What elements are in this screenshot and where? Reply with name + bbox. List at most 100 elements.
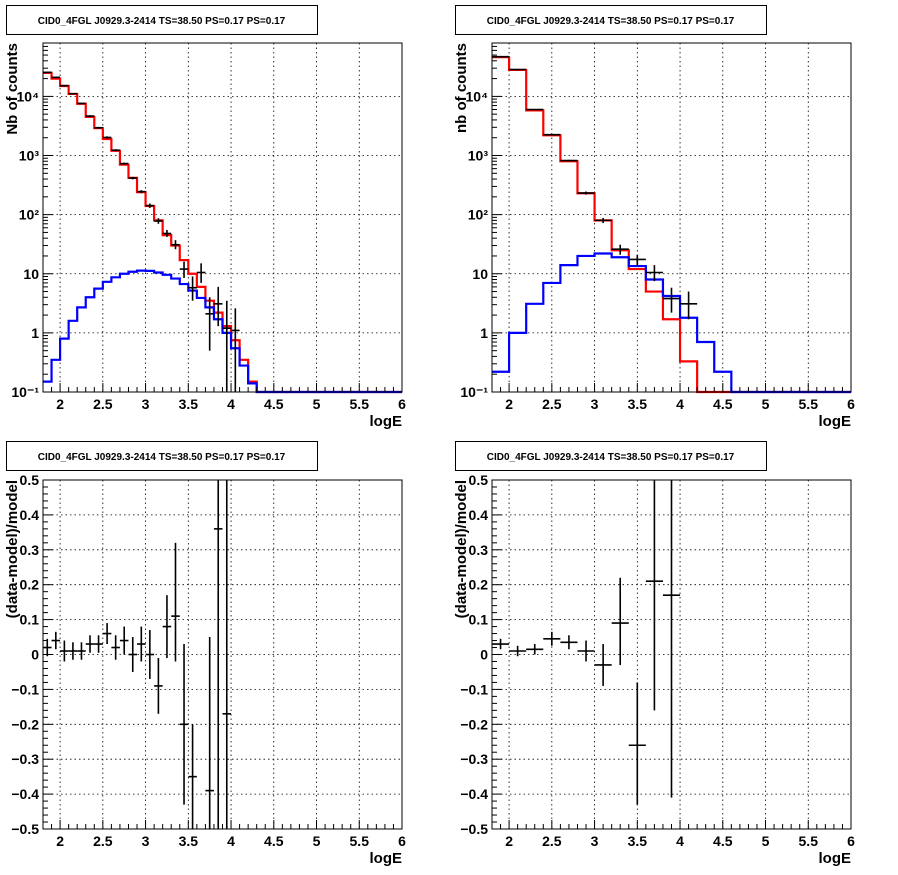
- x-tick-label: 2: [56, 833, 64, 849]
- x-tick-label: 4: [227, 396, 235, 412]
- chart-title-box: [6, 5, 318, 35]
- data-point: [162, 229, 172, 237]
- y-tick-label: 0.5: [20, 472, 40, 488]
- x-tick-label: 2.5: [542, 396, 562, 412]
- data-point: [526, 644, 544, 655]
- y-tick-label: −0.3: [11, 751, 39, 767]
- data-point: [128, 637, 138, 672]
- data-point: [128, 176, 138, 180]
- plot-frame: [491, 42, 852, 393]
- data-point: [680, 291, 698, 320]
- y-tick-label: 0.4: [20, 507, 40, 523]
- x-tick-label: 6: [847, 396, 855, 412]
- y-axis-label: Nb of counts: [4, 43, 21, 135]
- y-tick-label: 0.3: [20, 542, 40, 558]
- histogram-series-2: [43, 269, 402, 394]
- y-tick-label: 0.4: [469, 507, 489, 523]
- x-tick-label: 3.5: [179, 396, 199, 412]
- data-point: [196, 263, 206, 283]
- data-point: [509, 645, 527, 657]
- data-point: [231, 308, 240, 392]
- data-point: [594, 217, 612, 224]
- data-point: [154, 218, 163, 224]
- x-tick-label: 5: [313, 396, 321, 412]
- x-tick-label: 4.5: [713, 396, 733, 412]
- x-tick-label: 3: [142, 396, 150, 412]
- data-point: [509, 68, 527, 71]
- data-point: [543, 631, 561, 646]
- data-point: [51, 631, 61, 650]
- data-point: [628, 682, 646, 805]
- x-tick-label: 5: [762, 833, 770, 849]
- data-point: [102, 623, 112, 645]
- data-point: [560, 635, 578, 650]
- y-tick-label: 0.2: [20, 577, 40, 593]
- x-tick-label: 2: [505, 833, 513, 849]
- chart-title: CID0_4FGL J0929.3-2414 TS=38.50 PS=0.17 …: [487, 16, 735, 27]
- x-tick-label: 2: [56, 396, 64, 412]
- y-tick-label: −0.5: [11, 821, 39, 837]
- x-axis-label: logE: [819, 413, 852, 430]
- plot-frame: [42, 479, 403, 830]
- chart-panel-2: CID0_4FGL J0929.3-2414 TS=38.50 PS=0.17 …: [453, 5, 855, 430]
- y-tick-label: 0.1: [469, 612, 489, 628]
- y-tick-label: 1: [31, 325, 39, 341]
- y-axis-label: (data-model)/model: [4, 480, 21, 618]
- x-axis-label: logE: [370, 413, 403, 430]
- y-tick-label: −0.4: [11, 786, 39, 802]
- chart-title: CID0_4FGL J0929.3-2414 TS=38.50 PS=0.17 …: [38, 452, 286, 463]
- y-axis-label: nb of counts: [453, 43, 470, 133]
- data-point: [222, 480, 232, 829]
- data-point: [85, 635, 95, 653]
- y-tick-label: 10²: [468, 207, 489, 223]
- data-point: [51, 76, 61, 79]
- data-point: [68, 642, 78, 660]
- data-point: [111, 149, 120, 152]
- data-point: [577, 640, 595, 662]
- chart-title-box: [455, 441, 767, 471]
- data-point: [188, 724, 197, 829]
- data-point: [137, 626, 146, 662]
- data-point: [145, 630, 155, 679]
- histogram-series-1: [492, 56, 851, 394]
- data-point: [526, 108, 544, 111]
- data-point: [179, 644, 189, 805]
- chart-title-box: [455, 5, 767, 35]
- data-point: [111, 635, 120, 660]
- data-point: [662, 480, 681, 798]
- chart-panel-3: CID0_4FGL J0929.3-2414 TS=38.50 PS=0.17 …: [4, 441, 406, 867]
- y-tick-label: 1: [480, 325, 488, 341]
- y-tick-label: 0: [480, 647, 488, 663]
- x-tick-label: 3.5: [628, 833, 648, 849]
- y-axis-label: (data-model)/model: [453, 480, 470, 618]
- data-point: [162, 595, 172, 658]
- x-tick-label: 3: [591, 833, 599, 849]
- x-tick-label: 3: [142, 833, 150, 849]
- x-tick-label: 5.5: [350, 833, 370, 849]
- y-tick-label: −0.1: [460, 681, 488, 697]
- y-tick-label: 10⁻¹: [460, 384, 488, 400]
- data-point: [213, 286, 223, 327]
- x-tick-label: 4.5: [713, 833, 733, 849]
- x-tick-label: 2.5: [542, 833, 562, 849]
- data-point: [560, 159, 578, 162]
- chart-panel-1: CID0_4FGL J0929.3-2414 TS=38.50 PS=0.17 …: [4, 5, 406, 430]
- data-point: [205, 637, 214, 829]
- data-point: [611, 577, 629, 665]
- x-tick-label: 5: [762, 396, 770, 412]
- data-point: [543, 133, 561, 136]
- data-point: [645, 265, 663, 282]
- x-tick-label: 6: [398, 396, 406, 412]
- x-tick-label: 3.5: [179, 833, 199, 849]
- x-tick-label: 2: [505, 396, 513, 412]
- data-point: [77, 642, 86, 660]
- data-point: [188, 276, 197, 301]
- data-point: [611, 244, 629, 255]
- data-point: [68, 92, 78, 95]
- data-point: [60, 640, 69, 662]
- y-tick-label: 10⁴: [466, 88, 489, 104]
- chart-panel-4: CID0_4FGL J0929.3-2414 TS=38.50 PS=0.17 …: [453, 441, 855, 867]
- y-tick-label: −0.2: [460, 716, 488, 732]
- plot-frame: [42, 42, 403, 393]
- y-tick-label: −0.4: [460, 786, 488, 802]
